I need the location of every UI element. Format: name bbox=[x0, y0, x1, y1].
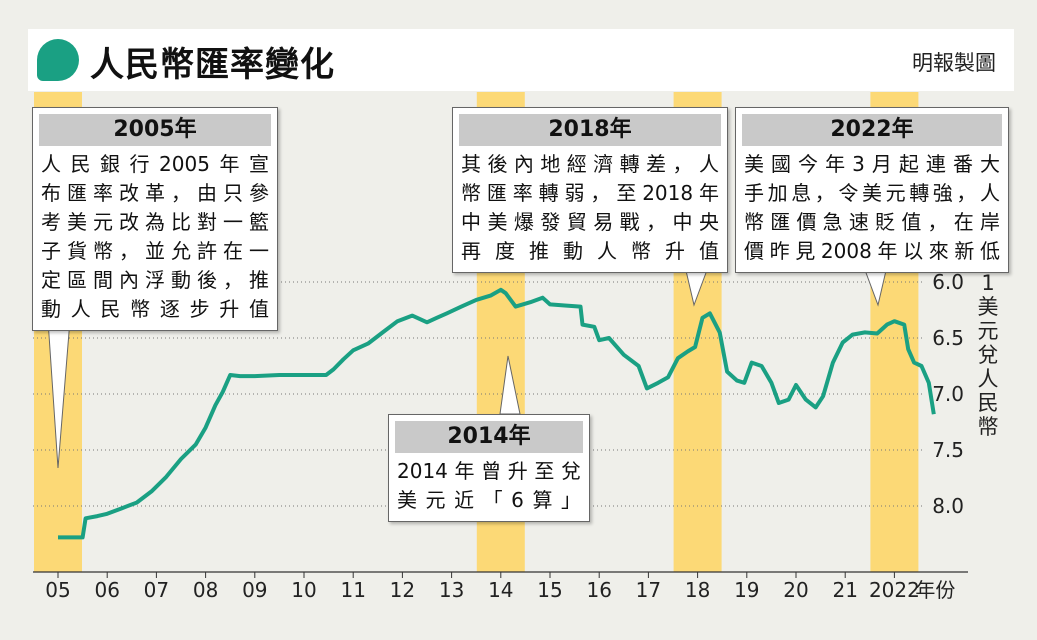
y-tick-label: 6.0 bbox=[932, 270, 964, 294]
x-tick-label: 19 bbox=[734, 578, 759, 602]
x-tick-label: 14 bbox=[488, 578, 513, 602]
callout-line: 中美爆發貿易戰，中央 bbox=[461, 210, 719, 234]
x-tick-label: 15 bbox=[537, 578, 562, 602]
callout-line: 布匯率改革，由只參 bbox=[41, 181, 269, 205]
y-tick-label: 7.0 bbox=[932, 382, 964, 406]
series-line bbox=[58, 287, 936, 540]
callout-2018: 2018年 其後內地經濟轉差，人 幣匯率轉弱，至2018年 中美爆發貿易戰，中央… bbox=[452, 107, 728, 273]
x-tick-label: 11 bbox=[340, 578, 365, 602]
x-tick-label: 05 bbox=[45, 578, 70, 602]
callout-line: 動人民幣逐步升值 bbox=[41, 297, 269, 321]
callout-line: 價昨見2008年以來新低 bbox=[744, 239, 1000, 263]
x-axis-suffix: 年份 bbox=[915, 578, 955, 602]
callout-body: 美國今年3月起連番大 手加息，令美元轉強，人 幣匯價急速貶值，在岸 價昨見200… bbox=[736, 150, 1008, 272]
callout-body: 2014年曾升至兌 美元近「6算」 bbox=[389, 457, 589, 521]
y-axis-label-char: 幣 bbox=[978, 415, 999, 439]
y-tick-label: 8.0 bbox=[932, 494, 964, 518]
x-tick-label: 06 bbox=[94, 578, 119, 602]
callout-title: 2005年 bbox=[39, 114, 271, 146]
callout-line: 幣匯率轉弱，至2018年 bbox=[461, 181, 719, 205]
header: 人民幣匯率變化 明報製圖 bbox=[28, 29, 1014, 91]
x-tick-label: 13 bbox=[439, 578, 464, 602]
callout-line: 考美元改為比對一籃 bbox=[41, 210, 269, 234]
callout-2014: 2014年 2014年曾升至兌 美元近「6算」 bbox=[388, 414, 590, 522]
x-tick-label: 16 bbox=[586, 578, 611, 602]
callout-line: 其後內地經濟轉差，人 bbox=[461, 152, 719, 176]
y-axis-label-char: 1 bbox=[981, 271, 994, 295]
callout-line: 子貨幣，並允許在一 bbox=[41, 239, 269, 263]
callout-line: 美元近「6算」 bbox=[397, 488, 581, 512]
y-tick-label: 6.5 bbox=[932, 326, 964, 350]
x-tick-label: 20 bbox=[783, 578, 808, 602]
callout-body: 人民銀行2005年宣 布匯率改革，由只參 考美元改為比對一籃 子貨幣，並允許在一… bbox=[33, 150, 277, 330]
credit: 明報製圖 bbox=[912, 51, 996, 75]
x-tick-label: 08 bbox=[193, 578, 218, 602]
callout-line: 美國今年3月起連番大 bbox=[744, 152, 1000, 176]
x-tick-label: 07 bbox=[144, 578, 169, 602]
x-tick-label: 10 bbox=[291, 578, 316, 602]
x-tick-label: 12 bbox=[390, 578, 415, 602]
callout-line: 2014年曾升至兌 bbox=[397, 459, 581, 483]
x-tick-label: 2022 bbox=[869, 578, 920, 602]
callout-title: 2022年 bbox=[742, 114, 1002, 146]
y-axis-label-char: 兌 bbox=[978, 343, 999, 367]
callout-body: 其後內地經濟轉差，人 幣匯率轉弱，至2018年 中美爆發貿易戰，中央 再度推動人… bbox=[453, 150, 727, 272]
x-tick-label: 09 bbox=[242, 578, 267, 602]
callout-line: 幣匯價急速貶值，在岸 bbox=[744, 210, 1000, 234]
y-axis-label-char: 元 bbox=[978, 319, 999, 343]
x-tick-label: 18 bbox=[685, 578, 710, 602]
y-axis-label-char: 美 bbox=[978, 295, 999, 319]
y-tick-label: 7.5 bbox=[932, 438, 964, 462]
callout-title: 2018年 bbox=[459, 114, 721, 146]
callout-line: 人民銀行2005年宣 bbox=[41, 152, 269, 176]
callout-title: 2014年 bbox=[395, 421, 583, 453]
y-axis-label-char: 民 bbox=[978, 391, 999, 415]
callout-line: 手加息，令美元轉強，人 bbox=[744, 181, 1000, 205]
y-axis-label-char: 人 bbox=[978, 367, 999, 391]
x-tick-label: 17 bbox=[636, 578, 661, 602]
page-title: 人民幣匯率變化 bbox=[90, 45, 335, 85]
speech-bubble-icon bbox=[37, 39, 79, 81]
callout-2005: 2005年 人民銀行2005年宣 布匯率改革，由只參 考美元改為比對一籃 子貨幣… bbox=[32, 107, 278, 331]
callout-line: 定區間內浮動後，推 bbox=[41, 268, 269, 292]
x-tick-label: 21 bbox=[832, 578, 857, 602]
callout-2022: 2022年 美國今年3月起連番大 手加息，令美元轉強，人 幣匯價急速貶值，在岸 … bbox=[735, 107, 1009, 273]
callout-line: 再度推動人幣升值 bbox=[461, 239, 719, 263]
y-tick-labels: 6.0 6.5 7.0 7.5 8.0 bbox=[932, 270, 964, 518]
